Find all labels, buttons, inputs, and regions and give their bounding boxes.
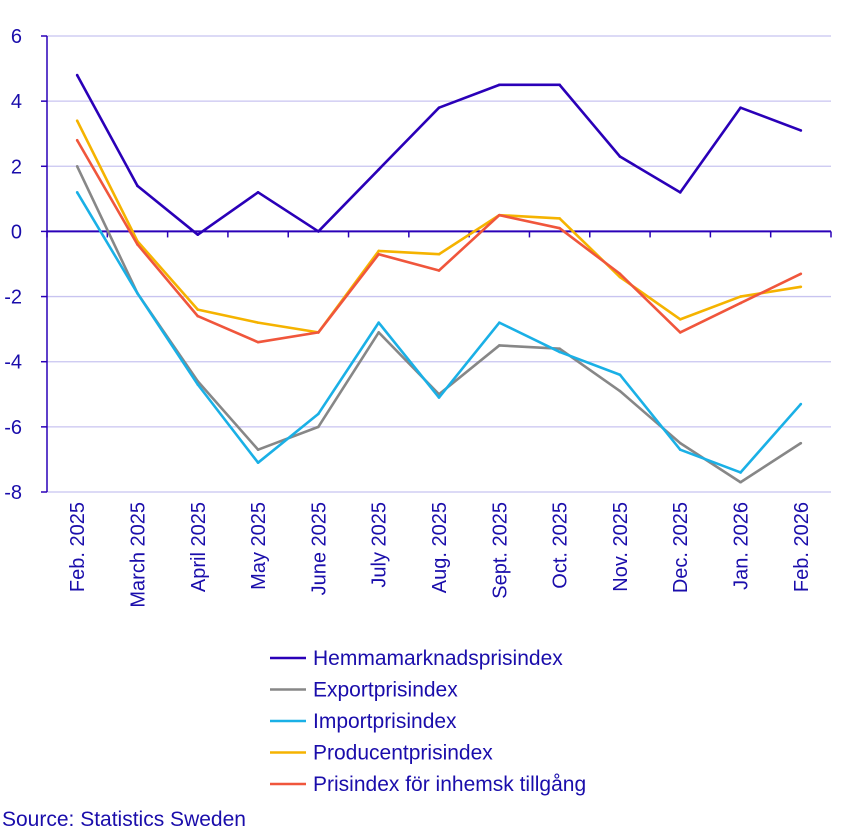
data-point xyxy=(377,331,380,334)
data-point xyxy=(498,83,501,87)
data-point xyxy=(196,308,200,311)
data-point xyxy=(799,441,803,445)
data-point xyxy=(196,314,200,318)
data-point xyxy=(739,301,742,305)
data-point xyxy=(256,321,260,324)
data-point xyxy=(618,155,622,158)
data-point xyxy=(317,230,320,233)
data-point xyxy=(437,106,441,109)
data-point xyxy=(799,285,803,289)
data-point xyxy=(618,272,622,276)
source-note: Source: Statistics Sweden xyxy=(2,808,246,831)
y-tick-label: -2 xyxy=(4,287,22,309)
x-tick-label: March 2025 xyxy=(127,502,149,608)
data-point xyxy=(618,389,622,393)
data-point xyxy=(558,347,561,350)
data-point xyxy=(377,252,380,256)
series-line-4 xyxy=(76,139,802,344)
data-point xyxy=(558,226,561,230)
y-tick-label: -8 xyxy=(4,482,22,504)
y-tick-label: -4 xyxy=(4,352,22,374)
data-point xyxy=(196,233,200,236)
y-tick-label: 0 xyxy=(11,221,22,243)
data-point xyxy=(377,168,380,171)
data-point xyxy=(136,243,139,246)
data-point xyxy=(377,321,380,324)
legend-label: Importprisindex xyxy=(313,710,457,733)
y-tick-label: 4 xyxy=(11,91,22,113)
legend-label: Exportprisindex xyxy=(313,679,458,702)
data-point xyxy=(498,344,501,347)
data-point xyxy=(437,269,441,272)
data-point xyxy=(75,164,79,168)
x-tick-label: July 2025 xyxy=(369,502,391,588)
x-tick-label: Sept. 2025 xyxy=(489,502,511,599)
data-point xyxy=(256,461,260,464)
data-point xyxy=(256,448,260,451)
x-tick-label: April 2025 xyxy=(188,502,210,592)
x-tick-label: Jan. 2026 xyxy=(731,502,753,590)
series-line-1 xyxy=(75,165,802,484)
legend-label: Producentprisindex xyxy=(313,742,493,765)
x-tick-label: Oct. 2025 xyxy=(550,502,572,589)
data-point xyxy=(196,383,200,386)
data-point xyxy=(558,350,561,354)
data-point xyxy=(678,441,682,445)
series-line-2 xyxy=(76,191,802,474)
data-point xyxy=(799,129,803,132)
data-point xyxy=(678,191,682,194)
data-point xyxy=(256,191,260,194)
x-tick-label: May 2025 xyxy=(248,502,270,590)
x-tick-label: Nov. 2025 xyxy=(610,502,632,592)
x-tick-label: Dec. 2025 xyxy=(670,502,692,593)
series-line-0 xyxy=(76,74,802,236)
data-point xyxy=(498,321,501,324)
data-point xyxy=(558,83,561,87)
y-tick-label: 6 xyxy=(11,26,22,48)
data-point xyxy=(799,272,803,276)
data-point xyxy=(618,373,622,377)
data-point xyxy=(437,252,441,256)
data-point xyxy=(739,295,742,298)
data-point xyxy=(75,73,79,77)
data-point xyxy=(317,425,320,429)
data-point xyxy=(75,191,79,194)
data-point xyxy=(678,331,682,334)
data-point xyxy=(498,213,501,217)
data-point xyxy=(618,275,622,279)
x-tick-label: Feb. 2026 xyxy=(791,502,813,592)
y-tick-label: -6 xyxy=(4,417,22,439)
data-point xyxy=(75,119,79,122)
data-point xyxy=(739,471,742,474)
data-point xyxy=(739,480,742,484)
data-point xyxy=(136,292,139,295)
x-tick-label: Aug. 2025 xyxy=(429,502,451,593)
y-tick-label: 2 xyxy=(11,156,22,178)
data-point xyxy=(317,412,320,416)
data-point xyxy=(678,318,682,321)
legend-label: Prisindex för inhemsk tillgång xyxy=(313,773,586,796)
data-point xyxy=(75,138,79,142)
data-point xyxy=(799,402,803,406)
data-point xyxy=(256,340,260,344)
legend-label: Hemmamarknadsprisindex xyxy=(313,647,563,670)
data-point xyxy=(558,217,561,220)
data-point xyxy=(136,184,139,188)
x-tick-label: Feb. 2025 xyxy=(67,502,89,592)
data-point xyxy=(377,249,380,253)
data-point xyxy=(437,396,441,399)
data-point xyxy=(317,331,320,334)
data-point xyxy=(739,106,742,109)
data-point xyxy=(678,448,682,451)
x-tick-label: June 2025 xyxy=(308,502,330,595)
